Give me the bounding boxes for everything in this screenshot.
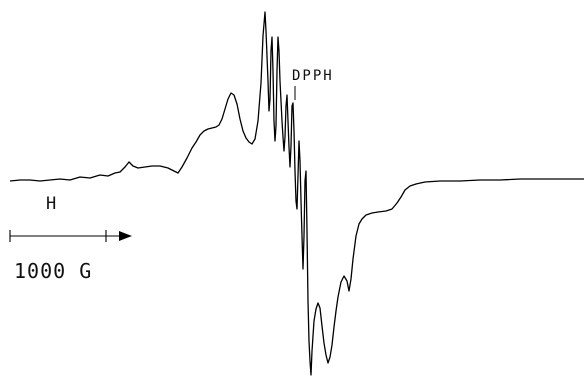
scale-bar-label: 1000 G	[14, 259, 92, 283]
spectrum-trace	[9, 11, 584, 376]
scale-bar-arrow-icon	[119, 231, 132, 241]
field-axis-label: H	[46, 194, 56, 214]
scale-bar	[9, 230, 132, 242]
dpph-annotation: DPPH	[292, 68, 334, 84]
